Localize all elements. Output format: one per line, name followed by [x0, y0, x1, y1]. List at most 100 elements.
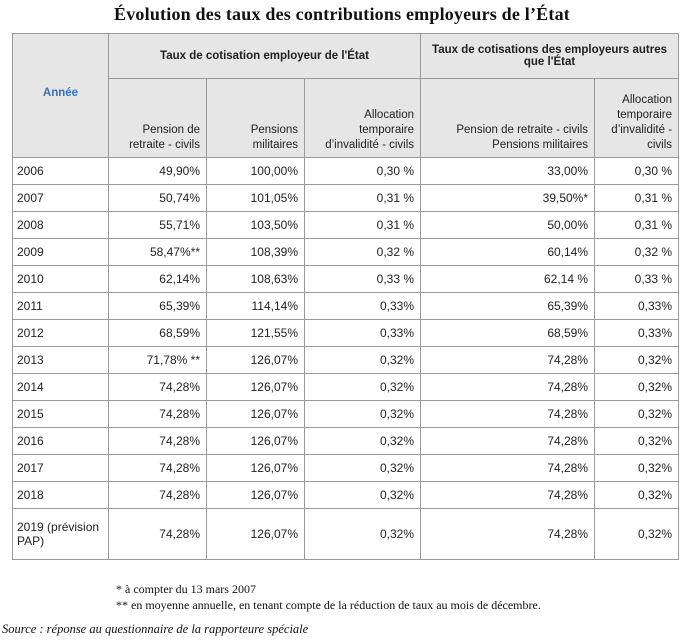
- ati-state-cell: 0,31 %: [303, 184, 422, 212]
- civil-pension-cell: 74,28%: [108, 454, 207, 482]
- table-row: 2010 62,14% 108,63% 0,33 % 62,14 % 0,33 …: [12, 265, 680, 293]
- ati-other-cell: 0,32%: [594, 508, 680, 560]
- civil-pension-cell: 74,28%: [108, 508, 207, 560]
- other-pension-cell: 65,39%: [420, 292, 596, 320]
- military-pension-cell: 101,05%: [206, 184, 305, 212]
- other-pension-cell: 68,59%: [420, 319, 596, 347]
- military-pension-cell: 126,07%: [206, 373, 305, 401]
- civil-pension-cell: 58,47%**: [108, 238, 207, 266]
- civil-pension-cell: 50,74%: [108, 184, 207, 212]
- other-pension-cell: 62,14 %: [420, 265, 596, 293]
- other-pension-cell: 74,28%: [420, 481, 596, 509]
- military-pension-cell: 126,07%: [206, 346, 305, 374]
- ati-other-cell: 0,33 %: [594, 265, 680, 293]
- ati-other-cell: 0,32%: [594, 373, 680, 401]
- group-header-other-employers: Taux de cotisations des employeurs autre…: [420, 33, 680, 79]
- ati-state-cell: 0,32%: [303, 373, 422, 401]
- year-cell: 2016: [12, 427, 109, 455]
- military-pension-cell: 126,07%: [206, 508, 305, 560]
- year-cell: 2014: [12, 373, 109, 401]
- ati-other-cell: 0,32%: [594, 481, 680, 509]
- civil-pension-cell: 49,90%: [108, 157, 207, 185]
- ati-other-cell: 0,33%: [594, 319, 680, 347]
- other-pension-cell: 74,28%: [420, 454, 596, 482]
- table-row: 2011 65,39% 114,14% 0,33% 65,39% 0,33%: [12, 292, 680, 320]
- military-pension-cell: 108,63%: [206, 265, 305, 293]
- ati-state-cell: 0,31 %: [303, 211, 422, 239]
- other-pension-cell: 33,00%: [420, 157, 596, 185]
- table-row: 2018 74,28% 126,07% 0,32% 74,28% 0,32%: [12, 481, 680, 509]
- year-cell: 2008: [12, 211, 109, 239]
- year-cell: 2017: [12, 454, 109, 482]
- year-cell: 2019 (prévision PAP): [12, 508, 109, 560]
- year-column-header: Année: [12, 33, 109, 158]
- table-row: 2015 74,28% 126,07% 0,32% 74,28% 0,32%: [12, 400, 680, 428]
- ati-state-cell: 0,33 %: [303, 265, 422, 293]
- ati-state-cell: 0,32%: [303, 481, 422, 509]
- footnote-single-asterisk: * à compter du 13 mars 2007: [116, 582, 256, 596]
- table-row: 2017 74,28% 126,07% 0,32% 74,28% 0,32%: [12, 454, 680, 482]
- other-pension-cell: 39,50%*: [420, 184, 596, 212]
- other-pension-cell: 74,28%: [420, 373, 596, 401]
- ati-state-cell: 0,32%: [303, 427, 422, 455]
- ati-other-cell: 0,32%: [594, 346, 680, 374]
- other-pension-cell: 60,14%: [420, 238, 596, 266]
- table-row: 2006 49,90% 100,00% 0,30 % 33,00% 0,30 %: [12, 157, 680, 185]
- page-title: Évolution des taux des contributions emp…: [114, 4, 570, 24]
- table-row: 2019 (prévision PAP) 74,28% 126,07% 0,32…: [12, 508, 680, 560]
- ati-other-cell: 0,32%: [594, 400, 680, 428]
- ati-other-cell: 0,31 %: [594, 184, 680, 212]
- ati-other-cell: 0,33%: [594, 292, 680, 320]
- civil-pension-cell: 74,28%: [108, 373, 207, 401]
- ati-state-cell: 0,32 %: [303, 238, 422, 266]
- year-cell: 2007: [12, 184, 109, 212]
- ati-other-cell: 0,32%: [594, 454, 680, 482]
- year-cell: 2006: [12, 157, 109, 185]
- year-cell: 2015: [12, 400, 109, 428]
- ati-other-cell: 0,30 %: [594, 157, 680, 185]
- civil-pension-cell: 74,28%: [108, 400, 207, 428]
- ati-other-cell: 0,32 %: [594, 238, 680, 266]
- civil-pension-cell: 62,14%: [108, 265, 207, 293]
- table-row: 2016 74,28% 126,07% 0,32% 74,28% 0,32%: [12, 427, 680, 455]
- military-pension-cell: 103,50%: [206, 211, 305, 239]
- column-header-civil-pension: Pension de retraite - civils: [108, 78, 207, 158]
- ati-state-cell: 0,30 %: [303, 157, 422, 185]
- other-pension-cell: 50,00%: [420, 211, 596, 239]
- ati-state-cell: 0,33%: [303, 292, 422, 320]
- ati-state-cell: 0,33%: [303, 319, 422, 347]
- civil-pension-cell: 74,28%: [108, 481, 207, 509]
- civil-pension-cell: 68,59%: [108, 319, 207, 347]
- other-pension-cell: 74,28%: [420, 508, 596, 560]
- other-pension-cell: 74,28%: [420, 427, 596, 455]
- ati-state-cell: 0,32%: [303, 400, 422, 428]
- other-pension-cell: 74,28%: [420, 400, 596, 428]
- year-cell: 2011: [12, 292, 109, 320]
- column-header-other-pension: Pension de retraite - civils Pensions mi…: [420, 78, 596, 158]
- table-row: 2009 58,47%** 108,39% 0,32 % 60,14% 0,32…: [12, 238, 680, 266]
- ati-other-cell: 0,32%: [594, 427, 680, 455]
- civil-pension-cell: 65,39%: [108, 292, 207, 320]
- table-row: 2014 74,28% 126,07% 0,32% 74,28% 0,32%: [12, 373, 680, 401]
- civil-pension-cell: 55,71%: [108, 211, 207, 239]
- ati-state-cell: 0,32%: [303, 346, 422, 374]
- military-pension-cell: 126,07%: [206, 481, 305, 509]
- military-pension-cell: 108,39%: [206, 238, 305, 266]
- military-pension-cell: 126,07%: [206, 427, 305, 455]
- table-row: 2008 55,71% 103,50% 0,31 % 50,00% 0,31 %: [12, 211, 680, 239]
- civil-pension-cell: 71,78% **: [108, 346, 207, 374]
- column-header-military-pension: Pensions militaires: [206, 78, 305, 158]
- military-pension-cell: 126,07%: [206, 454, 305, 482]
- year-cell: 2012: [12, 319, 109, 347]
- year-cell: 2018: [12, 481, 109, 509]
- source-note: Source : réponse au questionnaire de la …: [2, 622, 309, 636]
- table-row: 2007 50,74% 101,05% 0,31 % 39,50%* 0,31 …: [12, 184, 680, 212]
- year-cell: 2013: [12, 346, 109, 374]
- contribution-rates-table: Année Taux de cotisation employeur de l'…: [12, 33, 680, 560]
- civil-pension-cell: 74,28%: [108, 427, 207, 455]
- military-pension-cell: 114,14%: [206, 292, 305, 320]
- military-pension-cell: 126,07%: [206, 400, 305, 428]
- other-pension-cell: 74,28%: [420, 346, 596, 374]
- group-header-state: Taux de cotisation employeur de l'État: [107, 33, 422, 79]
- ati-other-cell: 0,31 %: [594, 211, 680, 239]
